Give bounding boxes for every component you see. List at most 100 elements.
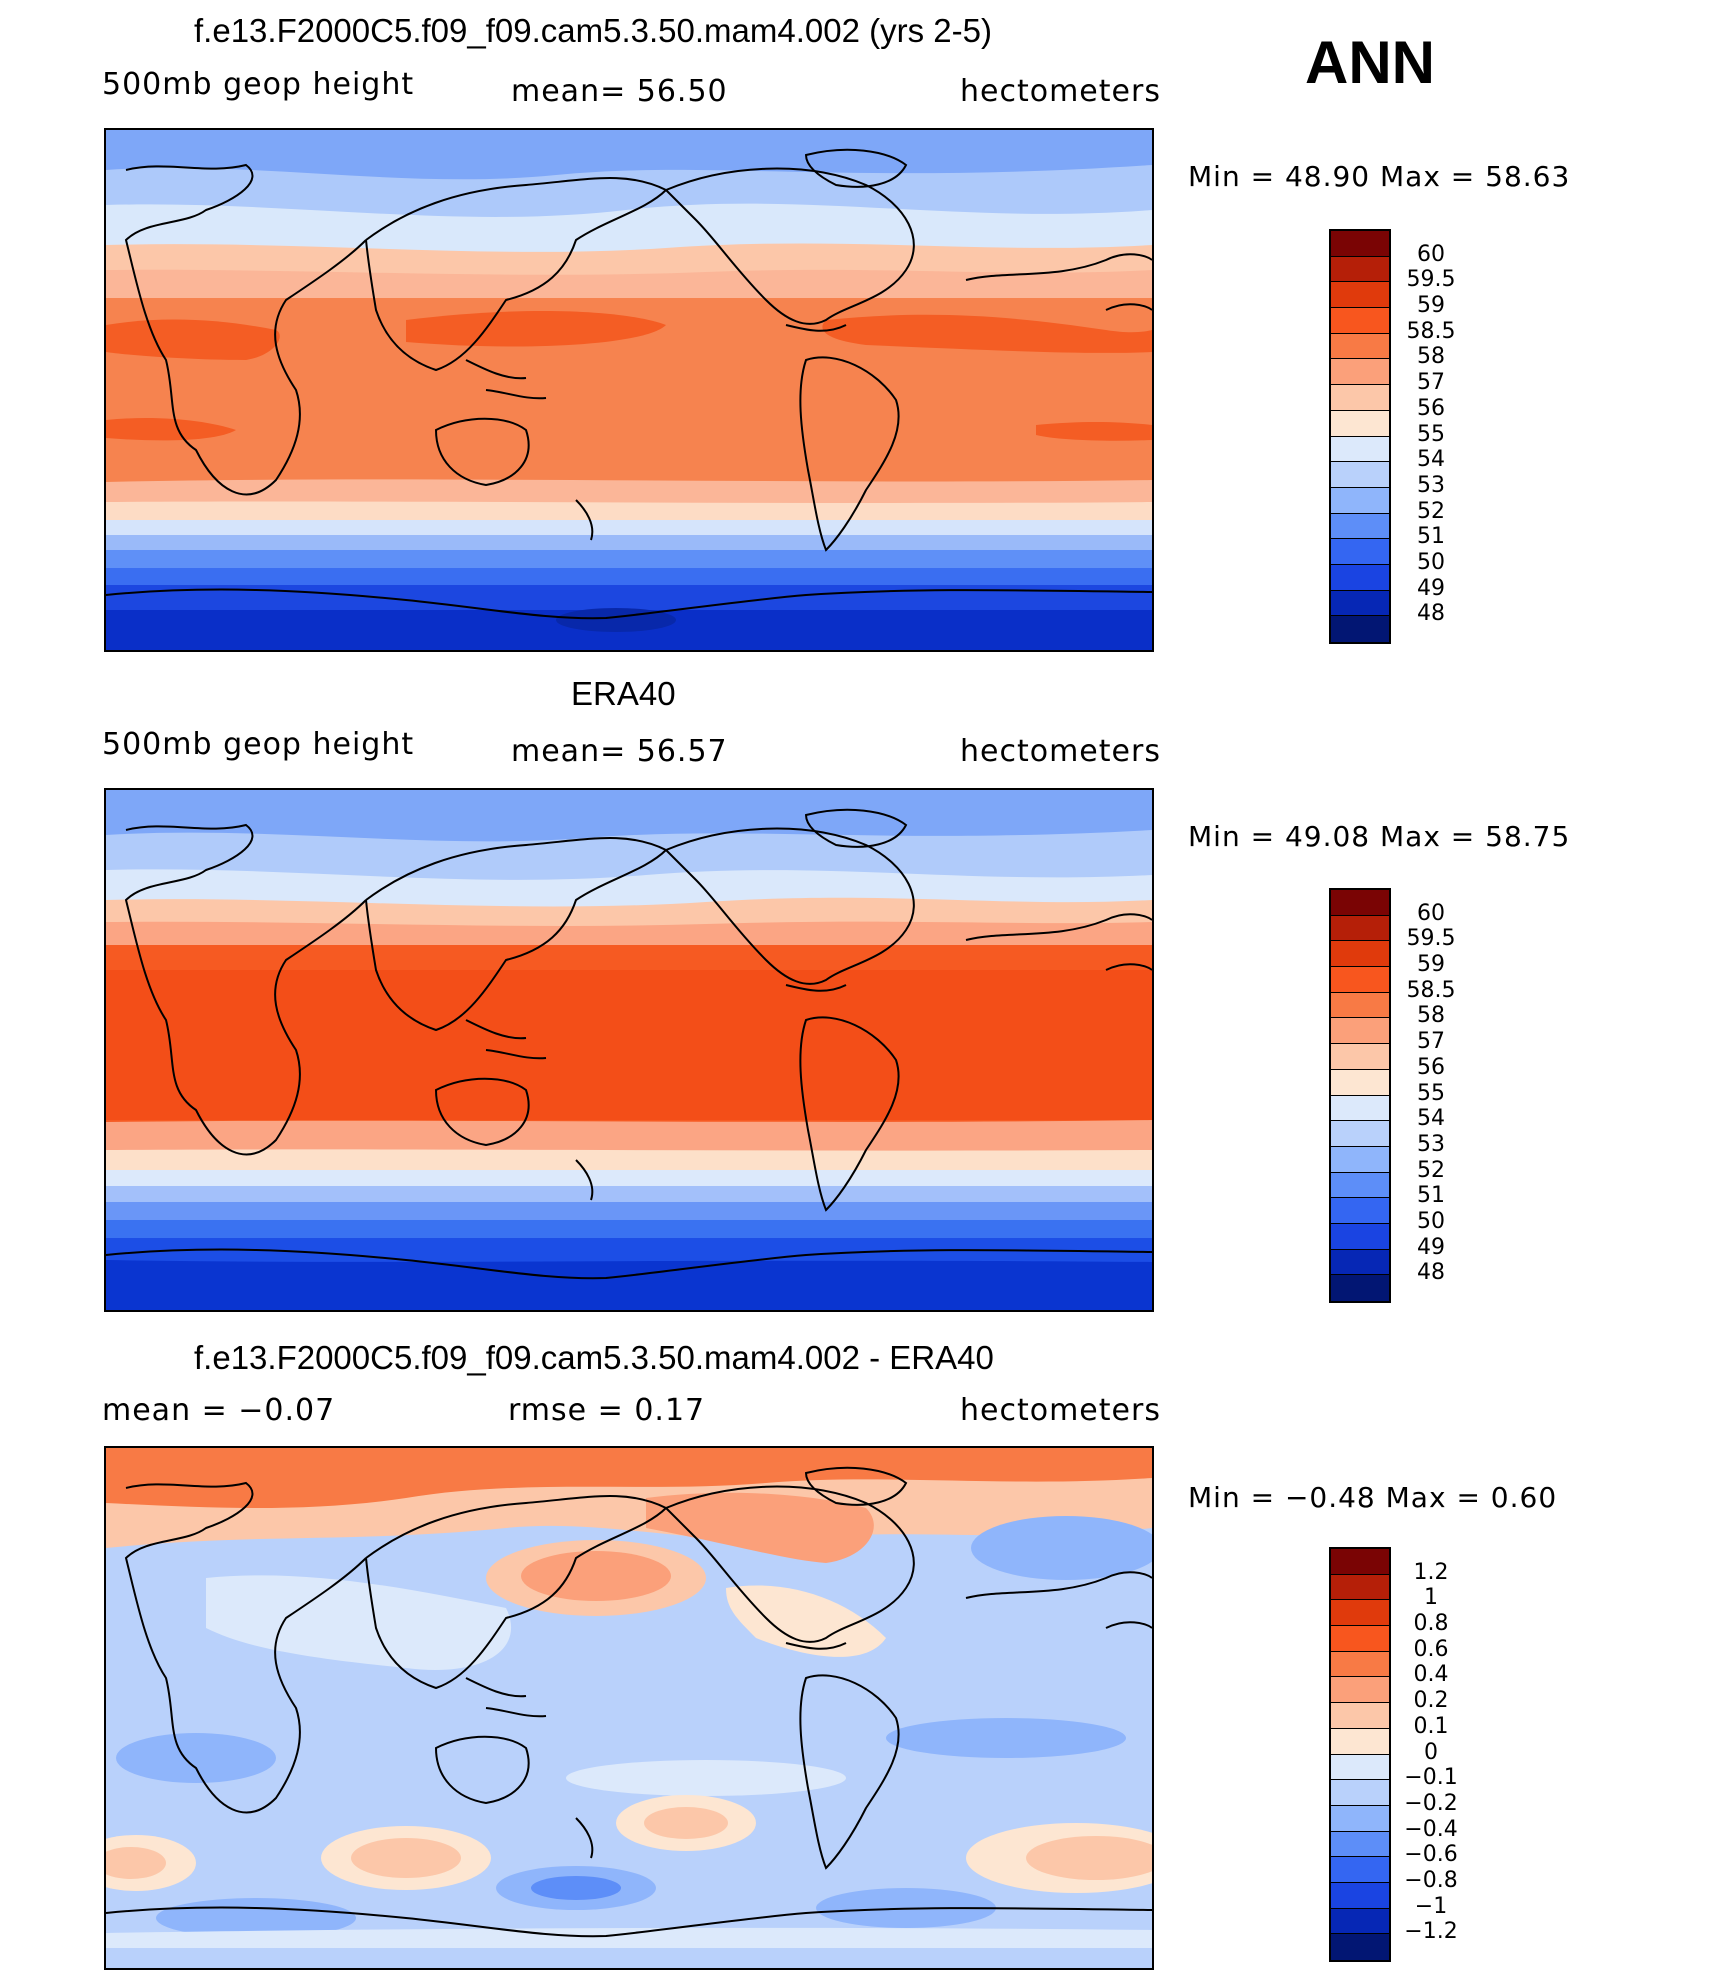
colorbar-tick-label: −1 (1414, 1893, 1448, 1919)
colorbar-swatch (1331, 308, 1389, 334)
colorbar-swatch (1331, 1223, 1389, 1250)
colorbar-tick-label: 58.5 (1406, 318, 1456, 344)
colorbar-tick-label: 52 (1417, 498, 1445, 524)
panel-1-colorbar (1329, 229, 1391, 644)
colorbar-swatch (1331, 1121, 1389, 1147)
colorbar-tick-label: 56 (1417, 1054, 1445, 1080)
colorbar-tick-label: 0.8 (1413, 1611, 1449, 1637)
colorbar-swatch (1331, 1095, 1389, 1122)
colorbar-swatch (1331, 1172, 1389, 1199)
colorbar-tick-label: 59.5 (1406, 267, 1456, 293)
colorbar-swatch (1331, 1198, 1389, 1224)
panel-2-field-label: 500mb geop height (102, 727, 415, 762)
colorbar-swatch (1331, 992, 1389, 1019)
colorbar-swatch (1331, 1146, 1389, 1173)
panel-3-title: f.e13.F2000C5.f09_f09.cam5.3.50.mam4.002… (194, 1339, 994, 1376)
colorbar-swatch (1331, 1805, 1389, 1832)
colorbar-swatch (1331, 890, 1389, 916)
colorbar-tick-label: 1 (1424, 1585, 1438, 1611)
panel-1-map (104, 128, 1154, 652)
colorbar-swatch (1331, 1882, 1389, 1909)
colorbar-swatch (1331, 967, 1389, 993)
panel-3-contour-field (106, 1448, 1152, 1968)
colorbar-swatch (1331, 1857, 1389, 1883)
colorbar-swatch (1331, 513, 1389, 540)
panel-3-colorbar (1329, 1547, 1391, 1962)
colorbar-tick-label: 0.4 (1413, 1662, 1449, 1688)
colorbar-tick-label: 0.1 (1413, 1713, 1449, 1739)
colorbar-swatch (1331, 915, 1389, 942)
panel-2-title: ERA40 (571, 675, 676, 712)
colorbar-tick-label: −0.8 (1404, 1867, 1458, 1893)
colorbar-tick-label: 51 (1417, 1183, 1445, 1209)
panel-2-colorbar-labels: 60 59.5 59 58.5 58 57 56 55 54 53 52 51 50 49 48 (1396, 888, 1486, 1299)
panel-1-min-max: Min = 48.90 Max = 58.63 (1188, 160, 1571, 193)
colorbar-swatch (1331, 1626, 1389, 1652)
colorbar-swatch (1331, 333, 1389, 360)
colorbar-swatch (1331, 1249, 1389, 1276)
colorbar-tick-label: 60 (1417, 900, 1445, 926)
colorbar-tick-label: 48 (1417, 601, 1445, 627)
panel-2-contour-field (106, 790, 1152, 1310)
colorbar-tick-label: 50 (1417, 549, 1445, 575)
panel-1-title: f.e13.F2000C5.f09_f09.cam5.3.50.mam4.002… (194, 12, 992, 49)
colorbar-swatch (1331, 1831, 1389, 1858)
colorbar-tick-label: 54 (1417, 1106, 1445, 1132)
colorbar-tick-label: 59 (1417, 293, 1445, 319)
colorbar-swatch (1331, 1069, 1389, 1096)
panel-3-colorbar-labels: 1.2 1 0.8 0.6 0.4 0.2 0.1 0 −0.1 −0.2 −0.4 −0.6 −0.8… (1396, 1547, 1486, 1958)
colorbar-swatch (1331, 1728, 1389, 1755)
panel-3-units: hectometers (960, 1393, 1161, 1428)
colorbar-swatch (1331, 590, 1389, 617)
colorbar-tick-label: 60 (1417, 241, 1445, 267)
colorbar-swatch (1331, 941, 1389, 968)
colorbar-tick-label: 58 (1417, 344, 1445, 370)
colorbar-swatch (1331, 359, 1389, 386)
colorbar-tick-label: 49 (1417, 1234, 1445, 1260)
colorbar-swatch (1331, 1044, 1389, 1070)
colorbar-tick-label: 58 (1417, 1003, 1445, 1029)
colorbar-swatch (1331, 1275, 1389, 1301)
colorbar-tick-label: 57 (1417, 370, 1445, 396)
season-label: ANN (1305, 29, 1435, 96)
colorbar-tick-label: 52 (1417, 1157, 1445, 1183)
colorbar-swatch (1331, 462, 1389, 488)
colorbar-swatch (1331, 410, 1389, 437)
colorbar-swatch (1331, 1651, 1389, 1678)
colorbar-tick-label: 49 (1417, 575, 1445, 601)
colorbar-tick-label: −0.6 (1404, 1842, 1458, 1868)
colorbar-swatch (1331, 564, 1389, 591)
colorbar-tick-label: 55 (1417, 1080, 1445, 1106)
colorbar-swatch (1331, 1703, 1389, 1729)
colorbar-swatch (1331, 539, 1389, 565)
colorbar-tick-label: 1.2 (1413, 1559, 1449, 1585)
colorbar-swatch (1331, 436, 1389, 463)
panel-1-field-label: 500mb geop height (102, 67, 415, 102)
panel-1-units: hectometers (960, 74, 1161, 109)
colorbar-tick-label: −0.4 (1404, 1816, 1458, 1842)
colorbar-tick-label: −1.2 (1404, 1919, 1458, 1945)
colorbar-tick-label: −0.2 (1404, 1790, 1458, 1816)
colorbar-tick-label: 58.5 (1406, 977, 1456, 1003)
panel-3-mean: mean = −0.07 (102, 1393, 336, 1428)
colorbar-tick-label: 59.5 (1406, 926, 1456, 952)
panel-2-min-max: Min = 49.08 Max = 58.75 (1188, 820, 1571, 853)
panel-2-units: hectometers (960, 734, 1161, 769)
colorbar-tick-label: 0.6 (1413, 1636, 1449, 1662)
colorbar-tick-label: 55 (1417, 421, 1445, 447)
colorbar-swatch (1331, 1600, 1389, 1627)
colorbar-swatch (1331, 1574, 1389, 1601)
colorbar-swatch (1331, 616, 1389, 642)
colorbar-tick-label: 53 (1417, 472, 1445, 498)
colorbar-tick-label: 0.2 (1413, 1688, 1449, 1714)
colorbar-swatch (1331, 1754, 1389, 1781)
colorbar-tick-label: 51 (1417, 524, 1445, 550)
colorbar-tick-label: 50 (1417, 1208, 1445, 1234)
colorbar-tick-label: 57 (1417, 1029, 1445, 1055)
panel-1-contour-field (106, 130, 1152, 650)
colorbar-tick-label: 56 (1417, 395, 1445, 421)
panel-2-mean: mean= 56.57 (511, 734, 728, 769)
colorbar-swatch (1331, 1908, 1389, 1935)
panel-3-map (104, 1446, 1154, 1970)
panel-3-min-max: Min = −0.48 Max = 0.60 (1188, 1481, 1558, 1514)
